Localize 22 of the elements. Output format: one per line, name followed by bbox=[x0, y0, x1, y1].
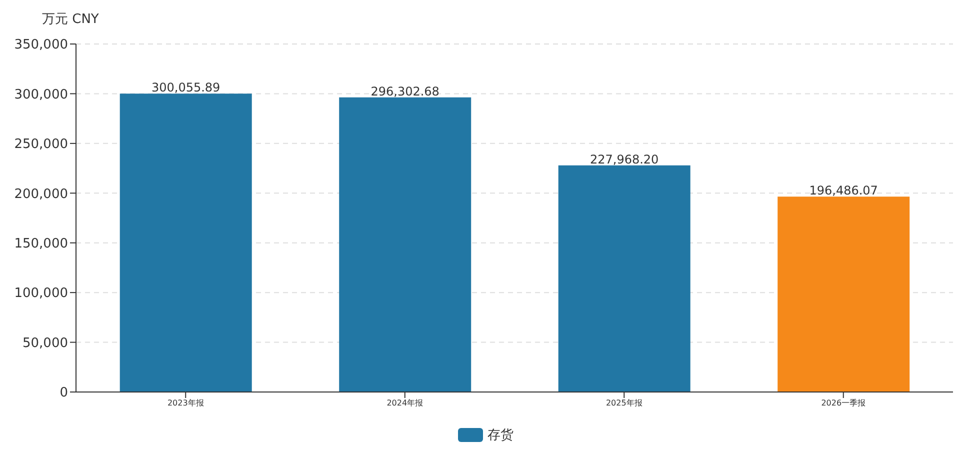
data-label: 300,055.89 bbox=[151, 80, 220, 95]
x-tick-label: 2023年报 bbox=[167, 398, 204, 408]
bar bbox=[120, 94, 252, 392]
x-tick-label: 2025年报 bbox=[606, 398, 642, 408]
y-tick-label: 250,000 bbox=[14, 137, 68, 152]
y-tick-label: 300,000 bbox=[14, 87, 68, 102]
y-tick-label: 50,000 bbox=[22, 336, 68, 351]
data-label: 196,486.07 bbox=[809, 184, 878, 198]
y-axis-title: 万元 CNY bbox=[42, 11, 99, 28]
y-tick-label: 350,000 bbox=[14, 38, 68, 53]
bar bbox=[558, 165, 690, 392]
y-tick-label: 0 bbox=[60, 386, 68, 401]
bar bbox=[778, 196, 910, 392]
y-tick-label: 100,000 bbox=[14, 286, 68, 302]
x-tick-label: 2024年报 bbox=[386, 398, 424, 408]
y-tick-label: 200,000 bbox=[14, 186, 68, 202]
bar bbox=[339, 97, 472, 392]
data-label: 296,302.68 bbox=[370, 84, 440, 98]
data-label: 227,968.20 bbox=[590, 152, 659, 166]
y-tick-label: 150,000 bbox=[14, 236, 68, 252]
legend-label: 存货 bbox=[488, 427, 514, 444]
x-tick-label: 2026一季报 bbox=[821, 398, 866, 408]
